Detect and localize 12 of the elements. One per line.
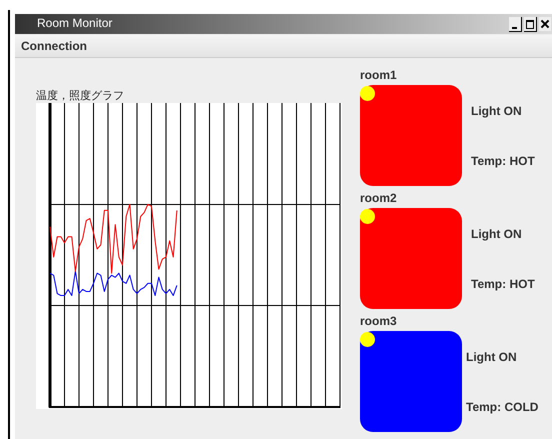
text: Light ON xyxy=(471,104,522,118)
text: Temp: HOT xyxy=(471,277,535,291)
text: Light ON xyxy=(471,227,522,241)
text: Connection xyxy=(21,39,87,53)
text: room1 xyxy=(360,68,397,82)
text: Temp: COLD xyxy=(466,400,538,414)
chart-title: 温度，照度グラフ xyxy=(36,88,124,103)
text: Room Monitor xyxy=(37,16,112,30)
text: Temp: HOT xyxy=(471,154,535,168)
text: room2 xyxy=(360,191,397,205)
text: Light ON xyxy=(466,350,517,364)
text: room3 xyxy=(360,314,397,328)
